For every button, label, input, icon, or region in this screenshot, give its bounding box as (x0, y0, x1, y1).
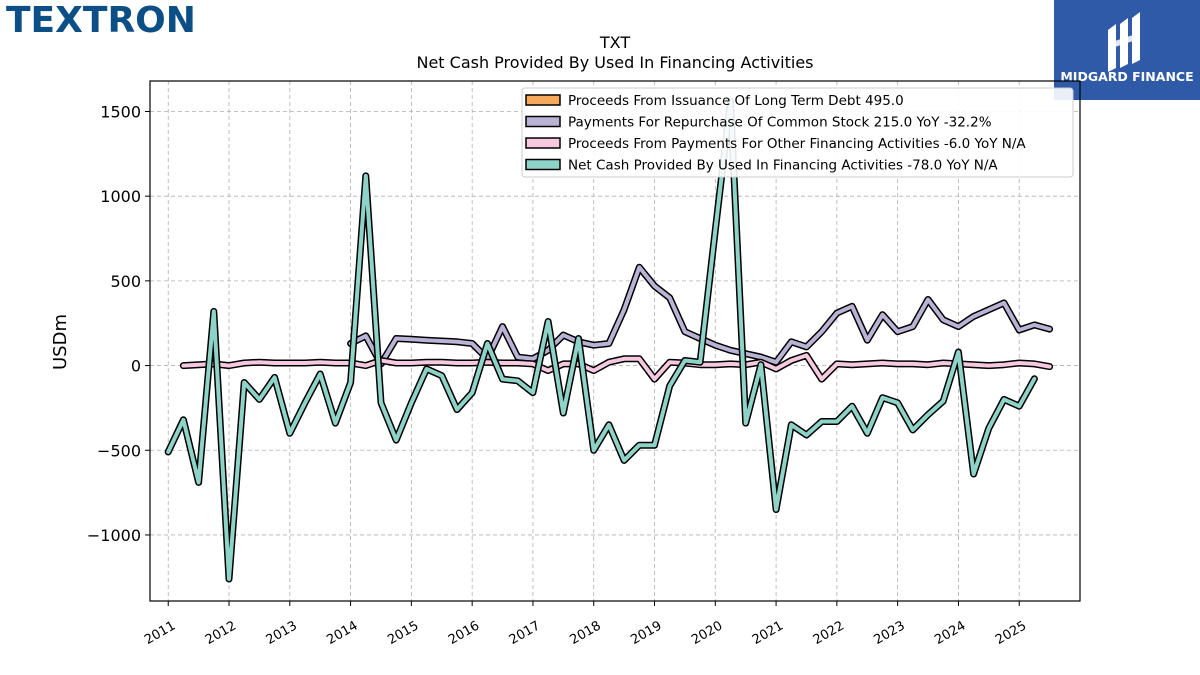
midgard-finance-badge: MIDGARD FINANCE (1054, 0, 1200, 100)
x-tick-label: 2023 (871, 618, 907, 648)
legend-label: Proceeds From Payments For Other Financi… (568, 136, 1026, 152)
y-tick-label: 0 (131, 357, 141, 376)
x-tick-label: 2022 (811, 618, 847, 648)
legend-label: Proceeds From Issuance Of Long Term Debt… (568, 93, 904, 109)
legend: Proceeds From Issuance Of Long Term Debt… (521, 87, 1074, 178)
x-tick-label: 2013 (264, 618, 300, 648)
x-tick-label: 2018 (568, 618, 604, 648)
x-tick-label: 2015 (385, 618, 421, 648)
y-tick-label: 1000 (100, 187, 141, 206)
y-tick-label: 1500 (100, 102, 141, 121)
x-tick-label: 2024 (932, 618, 968, 648)
x-tick-label: 2016 (446, 618, 482, 648)
x-tick-label: 2019 (628, 618, 664, 648)
legend-swatch (525, 158, 561, 171)
y-tick-label: 500 (110, 272, 141, 291)
midgard-logo-icon (1108, 12, 1140, 72)
plot-frame (149, 80, 1081, 602)
y-tick-label: −1000 (87, 526, 141, 545)
x-tick-label: 2025 (993, 618, 1029, 648)
x-tick-label: 2021 (750, 618, 786, 648)
y-axis-label: USDm (50, 314, 71, 370)
y-tick-label: −500 (97, 441, 141, 460)
legend-swatch (525, 137, 561, 149)
textron-logo: TEXTRON (6, 0, 196, 41)
legend-swatch (525, 94, 561, 106)
chart-title: TXT (599, 33, 630, 52)
chart-subtitle: Net Cash Provided By Used In Financing A… (416, 53, 813, 72)
series-line-2 (181, 353, 1052, 382)
legend-label: Net Cash Provided By Used In Financing A… (568, 158, 998, 174)
legend-box (521, 87, 1074, 178)
midgard-finance-text: MIDGARD FINANCE (1060, 69, 1194, 84)
x-tick-label: 2020 (689, 618, 725, 648)
legend-swatch (525, 115, 561, 128)
x-tick-label: 2011 (142, 618, 178, 648)
series-line-3 (166, 99, 1037, 581)
x-tick-label: 2012 (203, 618, 239, 648)
x-tick-label: 2017 (507, 618, 543, 648)
x-tick-label: 2014 (324, 618, 360, 648)
legend-label: Payments For Repurchase Of Common Stock … (568, 115, 992, 131)
